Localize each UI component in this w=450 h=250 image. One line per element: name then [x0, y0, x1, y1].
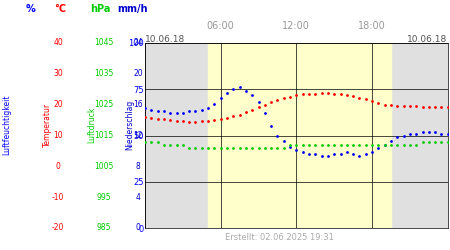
Text: °C: °C — [54, 4, 66, 14]
Text: hPa: hPa — [90, 4, 110, 14]
Bar — [208, 43, 391, 228]
Text: 40: 40 — [53, 38, 63, 48]
Text: -10: -10 — [52, 193, 64, 202]
Text: 1045: 1045 — [94, 38, 114, 48]
Text: Luftfeuchtigkeit: Luftfeuchtigkeit — [3, 95, 12, 155]
Text: 20: 20 — [53, 100, 63, 109]
Text: 4: 4 — [135, 193, 140, 202]
Text: %: % — [25, 4, 35, 14]
Text: 1025: 1025 — [94, 100, 113, 109]
Text: 1005: 1005 — [94, 162, 114, 171]
Text: Temperatur: Temperatur — [42, 103, 51, 147]
Text: 1015: 1015 — [94, 131, 113, 140]
Text: 30: 30 — [53, 69, 63, 78]
Text: 10.06.18: 10.06.18 — [407, 35, 447, 44]
Text: 10: 10 — [53, 131, 63, 140]
Text: 12:00: 12:00 — [283, 21, 310, 31]
Text: 20: 20 — [133, 69, 143, 78]
Text: 06:00: 06:00 — [207, 21, 234, 31]
Text: 16: 16 — [133, 100, 143, 109]
Text: 985: 985 — [97, 224, 111, 232]
Text: 0: 0 — [55, 162, 60, 171]
Text: Niederschlag: Niederschlag — [126, 100, 135, 150]
Text: -20: -20 — [52, 224, 64, 232]
Text: 1035: 1035 — [94, 69, 114, 78]
Text: Erstellt: 02.06.2025 19:31: Erstellt: 02.06.2025 19:31 — [225, 233, 333, 242]
Text: 12: 12 — [133, 131, 143, 140]
Text: 10.06.18: 10.06.18 — [145, 35, 186, 44]
Text: 18:00: 18:00 — [358, 21, 386, 31]
Text: 0: 0 — [135, 224, 140, 232]
Text: mm/h: mm/h — [118, 4, 148, 14]
Text: Luftdruck: Luftdruck — [87, 107, 96, 143]
Text: 8: 8 — [135, 162, 140, 171]
Text: 995: 995 — [97, 193, 111, 202]
Text: 24: 24 — [133, 38, 143, 48]
